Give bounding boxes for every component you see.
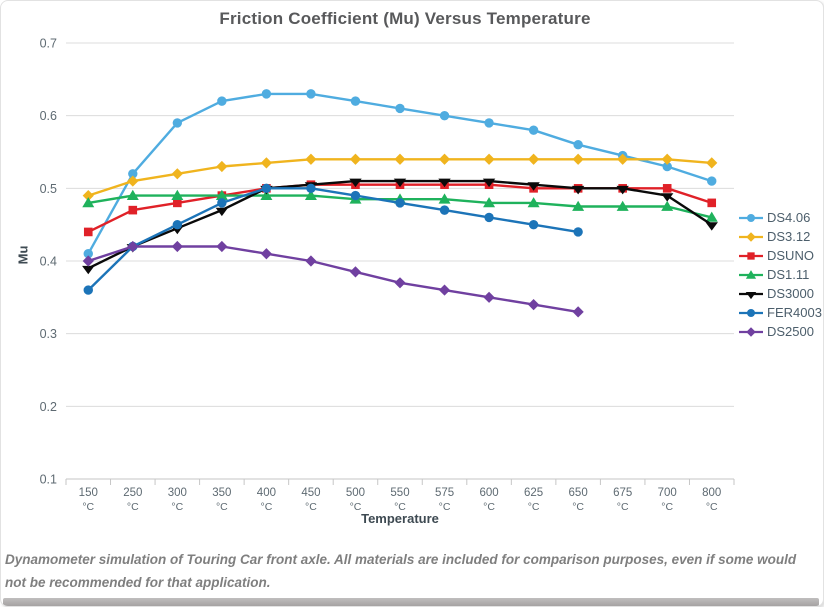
x-tick-unit: °C <box>394 501 406 513</box>
y-tick-label: 0.6 <box>40 109 57 123</box>
x-tick-unit: °C <box>572 501 584 513</box>
diamond-legend-marker-icon <box>739 231 763 242</box>
x-tick-label: 550 <box>390 487 409 499</box>
x-tick-unit: °C <box>483 501 495 513</box>
x-tick-unit: °C <box>82 501 94 513</box>
x-tick-unit: °C <box>350 501 362 513</box>
y-tick-label: 0.3 <box>40 327 57 341</box>
legend-item-DS1.11[interactable]: DS1.11 <box>739 265 822 284</box>
chart-caption: Dynamometer simulation of Touring Car fr… <box>5 552 797 590</box>
y-tick-label: 0.1 <box>40 473 57 487</box>
legend-item-label: DS3000 <box>767 286 814 301</box>
x-tick-label: 675 <box>613 487 632 499</box>
x-tick-unit: °C <box>261 501 273 513</box>
x-tick-label: 450 <box>301 487 320 499</box>
y-tick-label: 0.4 <box>40 255 57 269</box>
x-tick-label: 250 <box>123 487 142 499</box>
circle-legend-marker-icon <box>739 213 763 222</box>
legend-item-label: DS3.12 <box>767 229 811 244</box>
legend-item-label: DS2500 <box>767 324 814 339</box>
x-tick-label: 800 <box>702 487 721 499</box>
horizontal-scrollbar[interactable] <box>3 598 819 606</box>
x-tick-label: 150 <box>79 487 98 499</box>
square-legend-marker-icon <box>739 251 763 260</box>
series-FER4003 <box>83 183 583 295</box>
x-tick-label: 575 <box>435 487 454 499</box>
y-axis-tick-labels: 0.1 0.2 0.3 0.4 0.5 0.6 0.7 <box>40 37 57 487</box>
legend: DS4.06 DS3.12 DSUNO DS1.11 DS3000 FER4003 DS25… <box>739 208 822 341</box>
legend-item-DS4.06[interactable]: DS4.06 <box>739 208 822 227</box>
x-tick-unit: °C <box>171 501 183 513</box>
x-axis-tick-labels: 150 °C 250 °C 300 °C 350 °C 400 °C 450 °C 500 °C 550 °C… <box>79 487 722 513</box>
x-axis-title: Temperature <box>361 511 439 526</box>
legend-item-label: DSUNO <box>767 248 814 263</box>
y-axis-title: Mu <box>15 245 31 265</box>
x-tick-label: 400 <box>257 487 276 499</box>
legend-item-DS3000[interactable]: DS3000 <box>739 284 822 303</box>
series-DS3.12 <box>82 153 718 202</box>
legend-item-label: DS1.11 <box>767 267 810 282</box>
legend-item-label: DS4.06 <box>767 210 811 225</box>
x-tick-unit: °C <box>216 501 228 513</box>
x-tick-label: 500 <box>346 487 365 499</box>
diamond-legend-marker-icon <box>739 326 763 337</box>
chart-title: Friction Coefficient (Mu) Versus Tempera… <box>219 9 591 28</box>
series-DS4.06 <box>83 89 717 259</box>
x-tick-unit: °C <box>706 501 718 513</box>
circle-legend-marker-icon <box>739 308 763 317</box>
x-tick-unit: °C <box>127 501 139 513</box>
x-tick-unit: °C <box>305 501 317 513</box>
x-tick-label: 350 <box>212 487 231 499</box>
legend-item-label: FER4003 <box>767 305 822 320</box>
x-tick-label: 650 <box>569 487 588 499</box>
y-tick-label: 0.2 <box>40 400 57 414</box>
x-tick-unit: °C <box>439 501 451 513</box>
x-tick-label: 700 <box>658 487 677 499</box>
x-tick-label: 300 <box>168 487 187 499</box>
line-chart: 0.1 0.2 0.3 0.4 0.5 0.6 0.7 150 °C 250 °C 300 °C 350 °… <box>40 37 735 513</box>
x-tick-unit: °C <box>661 501 673 513</box>
legend-item-FER4003[interactable]: FER4003 <box>739 303 822 322</box>
y-tick-label: 0.5 <box>40 182 57 196</box>
x-tick-unit: °C <box>617 501 629 513</box>
x-tick-label: 625 <box>524 487 543 499</box>
y-tick-label: 0.7 <box>40 37 57 51</box>
triangle-down-legend-marker-icon <box>739 291 763 299</box>
triangle-up-legend-marker-icon <box>739 269 763 279</box>
legend-item-DS3.12[interactable]: DS3.12 <box>739 227 822 246</box>
x-tick-label: 600 <box>479 487 498 499</box>
x-tick-unit: °C <box>528 501 540 513</box>
legend-item-DS2500[interactable]: DS2500 <box>739 322 822 341</box>
series-DS2500 <box>82 240 584 318</box>
x-axis-ticks <box>65 479 735 485</box>
legend-item-DSUNO[interactable]: DSUNO <box>739 246 822 265</box>
